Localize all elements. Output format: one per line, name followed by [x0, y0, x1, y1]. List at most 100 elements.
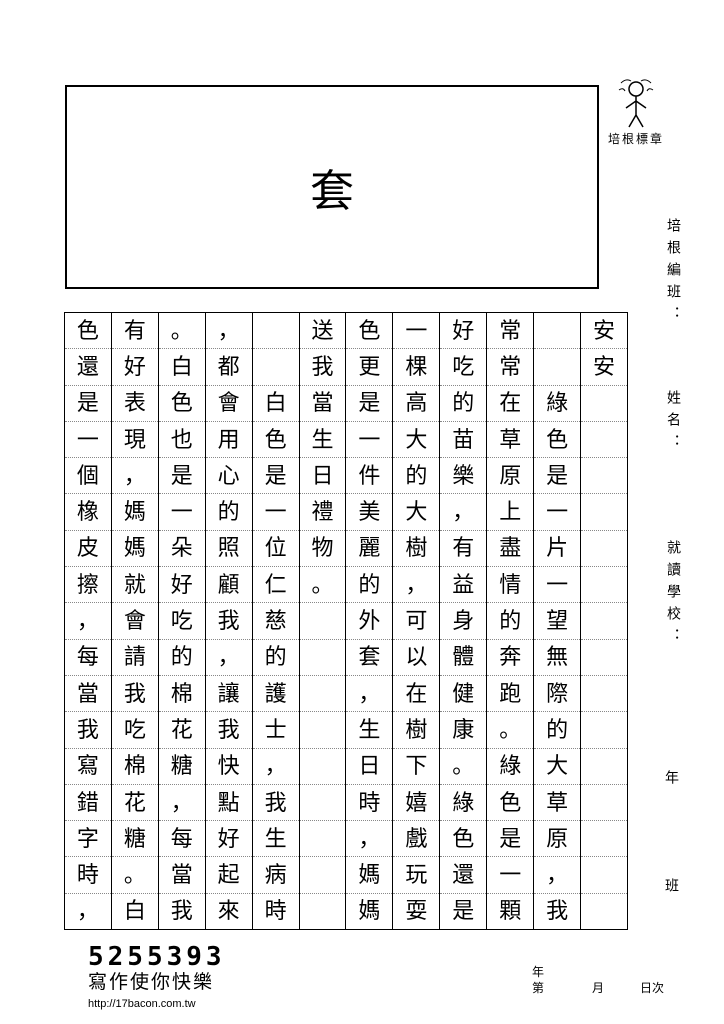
- grid-cell: 一: [65, 422, 111, 458]
- grid-cell: 玩: [393, 857, 439, 893]
- grid-cell: 以: [393, 640, 439, 676]
- grid-cell: 送: [300, 313, 346, 349]
- grid-cell: [300, 749, 346, 785]
- grid-cell: 也: [159, 422, 205, 458]
- grid-cell: 每: [65, 640, 111, 676]
- grid-cell: 日: [300, 458, 346, 494]
- grid-cell: 我: [65, 712, 111, 748]
- grid-cell: 色: [440, 821, 486, 857]
- grid-cell: ，: [346, 821, 392, 857]
- grid-cell: [300, 857, 346, 893]
- grid-cell: ，: [253, 749, 299, 785]
- grid-cell: [534, 313, 580, 349]
- grid-cell: 的: [393, 458, 439, 494]
- grid-cell: 護: [253, 676, 299, 712]
- grid-cell: 是: [159, 458, 205, 494]
- grid-cell: 時: [346, 785, 392, 821]
- grid-cell: 照: [206, 531, 252, 567]
- grid-cell: 棉: [159, 676, 205, 712]
- meta-name: 姓名：: [662, 390, 682, 456]
- grid-cell: 的: [253, 640, 299, 676]
- grid-cell: 一: [253, 494, 299, 530]
- footer-date-0: 日次: [640, 979, 664, 996]
- grid-column: 常常在草原上盡情的奔跑。綠色是一顆: [486, 313, 533, 929]
- grid-column: 。白色也是一朵好吃的棉花糖，每當我: [158, 313, 205, 929]
- grid-column: 有好表現，媽媽就會請我吃棉花糖。白: [111, 313, 158, 929]
- grid-cell: 的: [440, 386, 486, 422]
- grid-cell: 際: [534, 676, 580, 712]
- grid-cell: 生: [253, 821, 299, 857]
- grid-cell: 讓: [206, 676, 252, 712]
- badge-label: 培根標章: [608, 130, 664, 147]
- grid-cell: 會: [206, 386, 252, 422]
- grid-cell: 的: [206, 494, 252, 530]
- grid-cell: 生: [346, 712, 392, 748]
- grid-cell: 色: [159, 386, 205, 422]
- grid-cell: 白: [112, 894, 158, 929]
- grid-cell: 外: [346, 603, 392, 639]
- grid-cell: 糖: [112, 821, 158, 857]
- badge-icon: [611, 75, 661, 130]
- grid-cell: 時: [65, 857, 111, 893]
- grid-cell: 體: [440, 640, 486, 676]
- grid-cell: 士: [253, 712, 299, 748]
- grid-cell: 吃: [440, 349, 486, 385]
- grid-cell: 慈: [253, 603, 299, 639]
- grid-column: 色更是一件美麗的外套，生日時，媽媽: [345, 313, 392, 929]
- grid-cell: 的: [534, 712, 580, 748]
- grid-cell: 還: [65, 349, 111, 385]
- grid-cell: 安: [581, 349, 627, 385]
- grid-cell: 常: [487, 313, 533, 349]
- grid-cell: 可: [393, 603, 439, 639]
- grid-cell: 是: [65, 386, 111, 422]
- grid-cell: [300, 603, 346, 639]
- grid-cell: 媽: [112, 531, 158, 567]
- grid-cell: 。: [159, 313, 205, 349]
- page: 培根標章 套 培根編班： 姓名： 就讀學校： 年 班 安安綠色是一片一望無際的大…: [0, 0, 724, 1024]
- grid-cell: 綠: [534, 386, 580, 422]
- grid-cell: 是: [487, 821, 533, 857]
- grid-cell: ，: [393, 567, 439, 603]
- grid-cell: 是: [534, 458, 580, 494]
- grid-cell: 起: [206, 857, 252, 893]
- footer-slogan: 寫作使你快樂: [88, 967, 214, 994]
- grid-cell: 一: [534, 567, 580, 603]
- grid-cell: [300, 712, 346, 748]
- grid-cell: [253, 349, 299, 385]
- grid-cell: ，: [159, 785, 205, 821]
- grid-column: 送我當生日禮物。: [299, 313, 346, 929]
- grid-cell: 常: [487, 349, 533, 385]
- grid-cell: ，: [346, 676, 392, 712]
- grid-cell: 康: [440, 712, 486, 748]
- grid-cell: 的: [159, 640, 205, 676]
- grid-cell: 吃: [112, 712, 158, 748]
- grid-cell: 好: [440, 313, 486, 349]
- grid-cell: [581, 567, 627, 603]
- grid-cell: 個: [65, 458, 111, 494]
- grid-cell: 下: [393, 749, 439, 785]
- grid-cell: 白: [253, 386, 299, 422]
- grid-cell: 橡: [65, 494, 111, 530]
- grid-cell: 錯: [65, 785, 111, 821]
- grid-cell: 我: [206, 603, 252, 639]
- grid-cell: 是: [253, 458, 299, 494]
- grid-cell: 更: [346, 349, 392, 385]
- grid-column: 綠色是一片一望無際的大草原，我: [533, 313, 580, 929]
- grid-cell: 。: [440, 749, 486, 785]
- grid-cell: 顆: [487, 894, 533, 929]
- grid-cell: 色: [346, 313, 392, 349]
- grid-cell: 時: [253, 894, 299, 929]
- grid-cell: 棉: [112, 749, 158, 785]
- grid-cell: 盡: [487, 531, 533, 567]
- grid-cell: 糖: [159, 749, 205, 785]
- grid-cell: 媽: [346, 857, 392, 893]
- grid-cell: 麗: [346, 531, 392, 567]
- grid-cell: 日: [346, 749, 392, 785]
- grid-cell: 奔: [487, 640, 533, 676]
- grid-cell: [581, 785, 627, 821]
- grid-column: 好吃的苗樂，有益身體健康。綠色還是: [439, 313, 486, 929]
- grid-cell: 的: [346, 567, 392, 603]
- grid-cell: 一: [534, 494, 580, 530]
- grid-cell: 還: [440, 857, 486, 893]
- grid-cell: 望: [534, 603, 580, 639]
